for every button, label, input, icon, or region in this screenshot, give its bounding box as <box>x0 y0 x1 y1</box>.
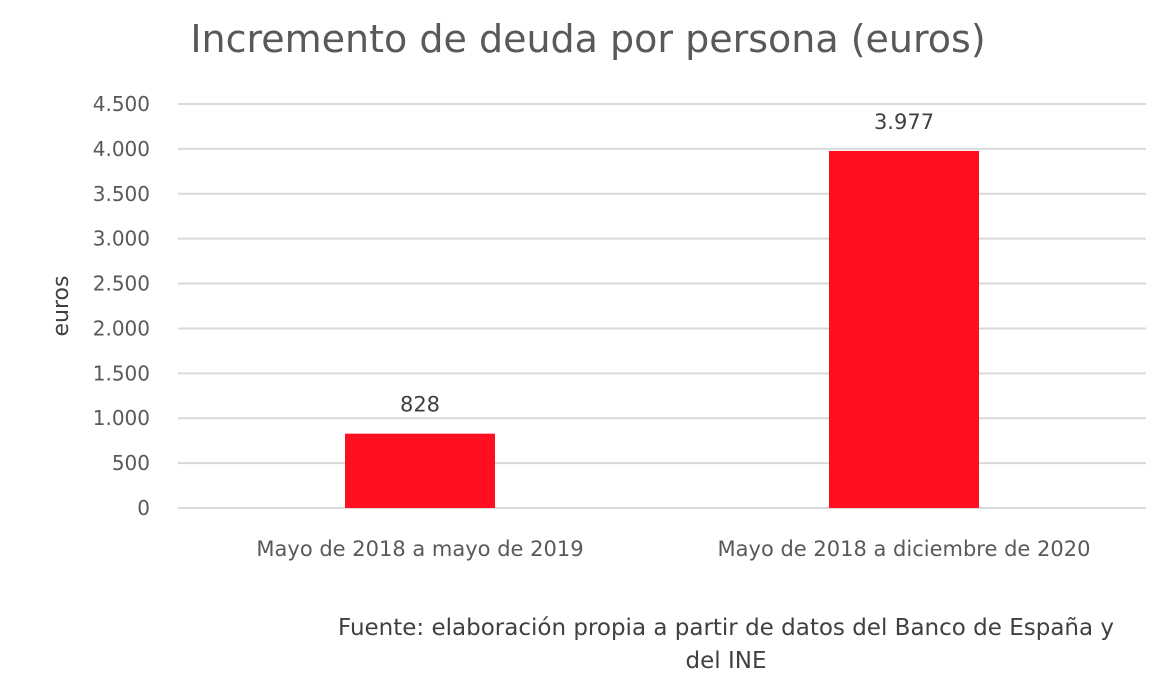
gridlines <box>178 103 1146 509</box>
bar-value-label: 828 <box>400 393 440 417</box>
x-category-label: Mayo de 2018 a diciembre de 2020 <box>718 537 1091 561</box>
y-axis-label: euros <box>49 276 74 337</box>
chart-title: Incremento de deuda por persona (euros) <box>190 17 985 61</box>
y-tick-label: 0 <box>137 496 150 520</box>
y-tick-label: 3.500 <box>93 182 150 206</box>
y-tick-label: 2.000 <box>93 316 150 340</box>
bar <box>345 433 495 508</box>
y-tick-label: 2.500 <box>93 272 150 296</box>
value-labels: 828 3.977 <box>400 110 934 417</box>
y-tick-label: 3.000 <box>93 227 150 251</box>
source-line-2: del INE <box>685 648 767 674</box>
source-line-1: Fuente: elaboración propia a partir de d… <box>337 615 1115 641</box>
y-tick-label: 1.000 <box>93 406 150 430</box>
y-tick-label: 500 <box>112 451 150 475</box>
y-axis-ticks: 0 500 1.000 1.500 2.000 2.500 3.000 3.500 4.000 4… <box>93 92 150 520</box>
y-tick-label: 4.000 <box>93 137 150 161</box>
bars <box>345 150 979 508</box>
y-tick-label: 1.500 <box>93 361 150 385</box>
source-note: Fuente: elaboración propia a partir de d… <box>180 612 1172 678</box>
x-category-label: Mayo de 2018 a mayo de 2019 <box>256 537 583 561</box>
bar <box>829 150 979 508</box>
x-axis-categories: Mayo de 2018 a mayo de 2019 Mayo de 2018 … <box>256 537 1090 561</box>
bar-value-label: 3.977 <box>874 110 934 134</box>
y-tick-label: 4.500 <box>93 92 150 116</box>
